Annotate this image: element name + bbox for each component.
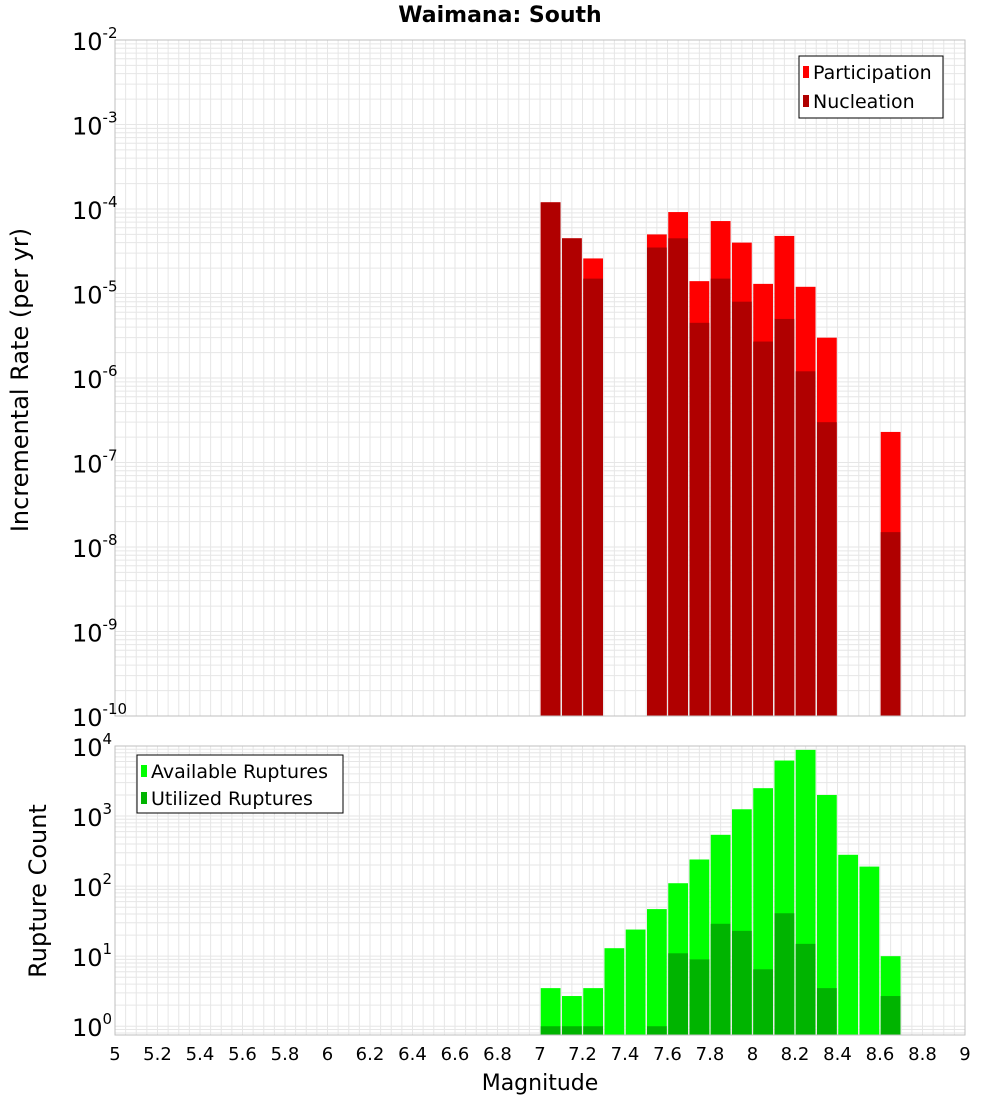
bottom-bar <box>561 996 582 1035</box>
bottom-bar <box>795 943 816 1035</box>
bottom-bar <box>583 988 604 1035</box>
bottom-bar <box>583 1026 604 1035</box>
bottom-plot-frame <box>114 745 966 1036</box>
x-tick-label: 7.4 <box>611 1044 640 1065</box>
top-bar <box>774 318 795 716</box>
bottom-bar <box>604 948 625 1035</box>
bottom-series-utilized-ruptures <box>540 913 901 1035</box>
bottom-bar <box>561 1026 582 1035</box>
x-tick-label: 6.2 <box>356 1044 385 1065</box>
x-tick-label: 5.4 <box>186 1044 215 1065</box>
top-bar <box>753 341 774 716</box>
bottom-series-available-ruptures <box>540 749 901 1035</box>
top-y-tick-label: 10-10 <box>72 700 127 732</box>
top-legend-box <box>798 55 944 119</box>
bottom-y-tick-label: 100 <box>72 1010 112 1042</box>
bottom-y-tick-label: 103 <box>72 800 112 832</box>
bottom-y-tick-label: 104 <box>72 730 112 762</box>
bottom-bar <box>859 866 880 1035</box>
bottom-legend-box <box>136 754 344 814</box>
x-tick-label: 5 <box>109 1044 120 1065</box>
bottom-bar <box>710 923 731 1035</box>
bottom-legend-swatch <box>141 765 147 777</box>
bottom-y-tick-label: 102 <box>72 870 112 902</box>
x-tick-label: 8.2 <box>781 1044 810 1065</box>
x-tick-label: 7 <box>534 1044 545 1065</box>
bottom-legend: Available Ruptures Utilized Ruptures <box>136 754 344 814</box>
x-tick-label: 8.8 <box>908 1044 937 1065</box>
bottom-legend-swatch <box>141 792 147 804</box>
bottom-bar <box>838 854 859 1035</box>
top-legend-swatch <box>803 66 809 78</box>
x-tick-label: 6 <box>322 1044 333 1065</box>
x-tick-label: 5.6 <box>228 1044 257 1065</box>
bottom-bar <box>689 959 710 1035</box>
top-plot-frame <box>114 39 966 717</box>
chart-title: Waimana: South <box>398 3 601 28</box>
bottom-bar <box>646 1026 667 1035</box>
bottom-bar <box>731 930 752 1035</box>
top-y-tick-label: 10-4 <box>72 193 118 225</box>
top-bar <box>689 322 710 716</box>
bottom-y-tick-label: 101 <box>72 940 112 972</box>
bottom-bar <box>774 913 795 1035</box>
top-y-tick-label: 10-9 <box>72 616 118 648</box>
top-bar <box>540 202 561 716</box>
top-legend-label: Nucleation <box>813 91 915 113</box>
x-tick-label: 8 <box>747 1044 758 1065</box>
top-bar <box>795 371 816 716</box>
top-bar <box>561 238 582 717</box>
bottom-bar <box>753 969 774 1035</box>
bottom-y-axis-label: Rupture Count <box>24 804 52 978</box>
x-tick-label: 9 <box>959 1044 970 1065</box>
top-y-tick-label: 10-8 <box>72 531 118 563</box>
bottom-bar <box>625 929 646 1035</box>
x-tick-label: 5.2 <box>143 1044 172 1065</box>
top-y-tick-label: 10-3 <box>72 109 118 141</box>
bottom-bar <box>646 909 667 1035</box>
bottom-panel: 100 101 102 103 104 Available Ruptures Utilize… <box>72 730 971 1065</box>
bottom-bar <box>880 996 901 1035</box>
top-y-tick-label: 10-2 <box>72 24 118 56</box>
top-bar <box>668 238 689 717</box>
bottom-bar <box>816 794 837 1035</box>
x-tick-label: 5.8 <box>271 1044 300 1065</box>
top-y-tick-label: 10-6 <box>72 362 118 394</box>
x-tick-label: 8.6 <box>866 1044 895 1065</box>
top-bar <box>710 278 731 716</box>
top-bar <box>583 278 604 716</box>
x-tick-label: 6.4 <box>398 1044 427 1065</box>
x-tick-label: 7.6 <box>653 1044 682 1065</box>
top-panel: 10-10 10-9 10-8 10-7 10-6 10-5 10-4 10-3 10-2 Par… <box>72 24 966 732</box>
top-y-tick-label: 10-5 <box>72 278 118 310</box>
x-axis-label: Magnitude <box>482 1071 599 1096</box>
top-series-nucleation <box>540 202 901 717</box>
bottom-bar <box>816 988 837 1035</box>
top-bar <box>880 532 901 716</box>
top-bar <box>816 422 837 716</box>
x-tick-label: 6.6 <box>441 1044 470 1065</box>
x-tick-label: 7.8 <box>696 1044 725 1065</box>
top-y-tick-label: 10-7 <box>72 447 118 479</box>
top-bar <box>646 247 667 716</box>
bottom-bar <box>540 1026 561 1035</box>
x-tick-label: 7.2 <box>568 1044 597 1065</box>
top-legend-label: Participation <box>813 62 932 84</box>
bottom-bar <box>668 953 689 1035</box>
bottom-legend-label: Utilized Ruptures <box>151 788 313 810</box>
top-legend-swatch <box>803 95 809 107</box>
x-tick-label: 8.4 <box>823 1044 852 1065</box>
bottom-bar <box>540 988 561 1035</box>
top-y-axis-label: Incremental Rate (per yr) <box>6 228 34 532</box>
top-legend: Participation Nucleation <box>798 55 944 119</box>
bottom-legend-label: Available Ruptures <box>151 761 328 783</box>
top-bar <box>731 301 752 716</box>
x-tick-label: 6.8 <box>483 1044 512 1065</box>
top-grid <box>114 39 966 717</box>
